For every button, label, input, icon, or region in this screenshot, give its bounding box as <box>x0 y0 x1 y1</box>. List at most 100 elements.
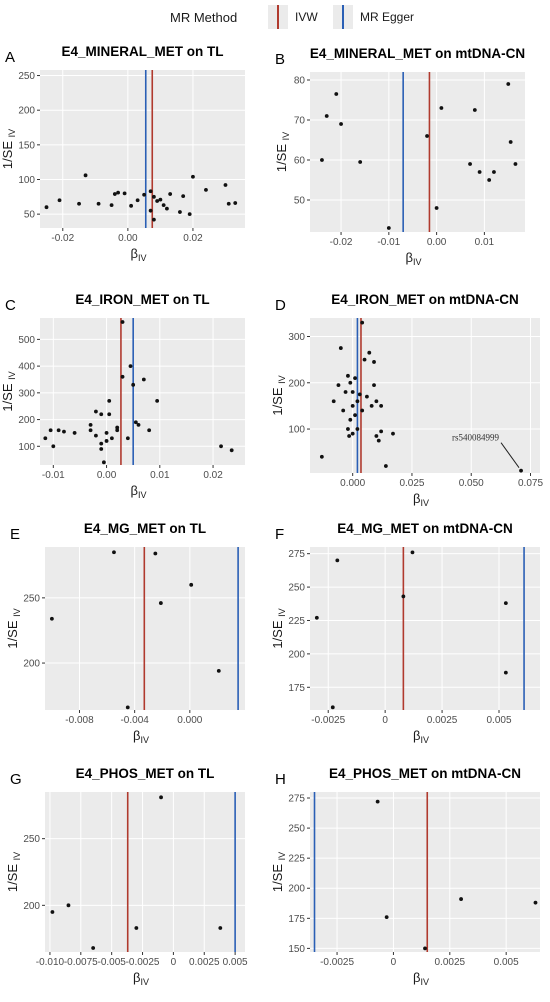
x-axis-title: βIV <box>133 728 149 745</box>
panel-c: C E4_IRON_MET on TL -0.01 0.00 0.01 0.02 100 20… <box>0 292 245 500</box>
snp-point <box>99 447 104 451</box>
plot-background <box>310 792 540 952</box>
snp-point <box>410 550 415 555</box>
snp-point <box>348 417 353 422</box>
x-tick-label: 0.050 <box>459 478 484 489</box>
plot-title: E4_MG_MET on TL <box>84 521 206 536</box>
snp-point <box>334 92 339 96</box>
snp-point <box>533 900 538 905</box>
snp-point <box>331 399 336 404</box>
snp-point <box>44 205 49 210</box>
mr-egger-line-swatch <box>342 5 344 29</box>
snp-point <box>57 198 62 203</box>
y-tick-label: 275 <box>288 549 305 560</box>
y-tick-label: 250 <box>288 583 305 594</box>
panel-label: C <box>5 297 16 314</box>
y-tick-label: 50 <box>294 196 306 207</box>
y-tick-label: 200 <box>23 659 40 670</box>
snp-point <box>161 203 166 208</box>
snp-point <box>379 429 384 434</box>
snp-point <box>347 434 352 438</box>
ivw-line-swatch <box>277 5 279 29</box>
plot-background <box>310 72 525 232</box>
plot-title: E4_IRON_MET on TL <box>75 292 209 307</box>
x-tick-label: -0.01 <box>42 470 65 481</box>
y-axis-title: 1/SE IV <box>5 852 22 892</box>
x-tick-label: -0.0025 <box>320 957 354 968</box>
x-tick-label: 0 <box>382 715 388 726</box>
snp-point <box>503 601 508 606</box>
snp-point <box>425 134 429 138</box>
snp-point <box>423 946 427 951</box>
snp-point <box>487 178 492 182</box>
x-axis-title: βIV <box>131 246 147 263</box>
x-axis-title: βIV <box>413 728 429 745</box>
x-tick-label: 0.01 <box>150 470 170 481</box>
x-tick-label: 0.00 <box>97 470 117 481</box>
snp-point <box>189 582 194 587</box>
snp-point <box>226 201 231 206</box>
snp-point <box>109 436 114 441</box>
snp-point <box>112 192 117 196</box>
x-tick-label: -0.004 <box>120 715 149 726</box>
snp-point <box>158 601 163 605</box>
snp-point <box>50 910 55 914</box>
plot-background <box>310 318 540 473</box>
snp-point <box>122 191 127 196</box>
y-axis-title: 1/SE IV <box>5 608 22 648</box>
snp-point <box>477 170 482 174</box>
x-tick-label: 0.01 <box>475 237 495 248</box>
snp-point <box>112 550 116 555</box>
y-tick-label: 70 <box>294 116 306 127</box>
y-tick-label: 250 <box>23 834 40 845</box>
x-tick-label: 0.005 <box>223 957 248 968</box>
x-tick-label: 0.000 <box>340 478 365 489</box>
snp-point <box>519 468 523 473</box>
y-tick-label: 200 <box>18 415 35 426</box>
snp-point <box>358 160 363 164</box>
x-tick-label: -0.0025 <box>126 957 160 968</box>
panel-label: G <box>10 771 22 788</box>
snp-point <box>223 183 228 187</box>
plot-title: E4_PHOS_MET on TL <box>76 766 215 781</box>
snp-point <box>336 383 341 387</box>
snp-point <box>338 346 343 350</box>
panel-b: B E4_MINERAL_MET on mtDNA-CN -0.02 -0.01 0.0… <box>274 46 525 267</box>
x-axis-title: βIV <box>413 970 429 987</box>
snp-point <box>181 194 186 199</box>
snp-point <box>216 668 221 673</box>
snp-point <box>459 897 463 901</box>
snp-point <box>115 425 120 430</box>
x-tick-label: 0.0025 <box>435 957 466 968</box>
snp-point <box>153 551 158 556</box>
snp-point <box>155 398 160 403</box>
x-tick-label: -0.008 <box>65 715 94 726</box>
snp-point <box>120 320 125 324</box>
snp-point <box>506 82 511 86</box>
y-axis-title: 1/SE IV <box>0 371 17 411</box>
snp-point <box>148 208 153 213</box>
snp-point <box>360 408 365 413</box>
x-tick-label: 0.000 <box>177 715 202 726</box>
plot-title: E4_PHOS_MET on mtDNA-CN <box>329 766 521 781</box>
x-tick-label: 0.00 <box>427 237 447 248</box>
y-axis-title: 1/SE IV <box>270 852 287 892</box>
y-tick-label: 200 <box>18 106 35 117</box>
snp-point <box>335 558 340 563</box>
x-axis-title: βIV <box>131 483 147 500</box>
snp-point <box>104 439 109 443</box>
y-tick-label: 300 <box>288 332 305 343</box>
x-tick-label: 0.02 <box>203 470 223 481</box>
legend: MR Method IVW MR Egger <box>0 0 550 36</box>
snp-point <box>88 423 93 427</box>
snp-point <box>401 594 406 599</box>
snp-point <box>107 412 112 417</box>
legend-title: MR Method <box>170 10 238 25</box>
snp-point <box>468 162 472 166</box>
y-tick-label: 60 <box>294 156 306 167</box>
snp-point <box>341 408 346 413</box>
snp-point <box>330 705 335 710</box>
snp-point <box>219 444 223 449</box>
snp-point <box>508 140 513 144</box>
